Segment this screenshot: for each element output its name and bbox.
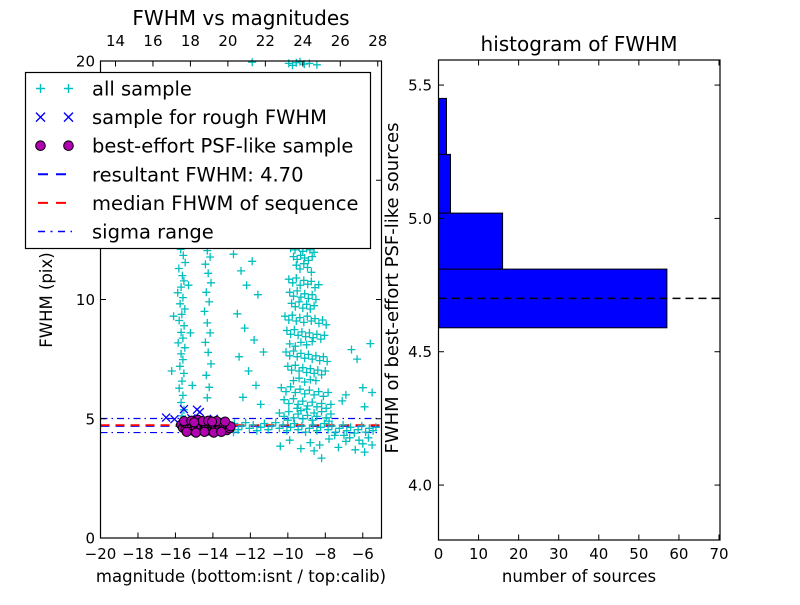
left-axes-frame [99, 60, 383, 539]
left-top-tick-label: 16 [143, 32, 162, 50]
right-y-tick-label: 4.5 [408, 343, 432, 361]
series-circle-marker [190, 427, 202, 438]
right-y-tick-label: 5.5 [408, 77, 432, 95]
right-x-tick-label: 30 [549, 545, 568, 563]
histogram-bar [438, 153, 451, 214]
right-y-tick-label: 5.0 [408, 210, 432, 228]
left-x-tick-label: −12 [235, 545, 267, 563]
legend-plus-marker-icon [64, 84, 73, 93]
left-top-tick-label: 18 [181, 32, 200, 50]
left-x-tick-label: −20 [85, 545, 117, 563]
legend-circle-marker-icon [35, 140, 46, 151]
left-top-tick-label: 26 [331, 32, 350, 50]
series-circle-marker [220, 416, 231, 427]
left-x-tick-label: −18 [122, 545, 154, 563]
legend-label: resultant FWHM: 4.70 [92, 163, 304, 186]
right-x-tick-label: 70 [709, 545, 728, 563]
right-axes-frame [437, 59, 721, 541]
left-top-tick-label: 24 [293, 32, 312, 50]
legend-label: sigma range [92, 221, 214, 244]
left-top-tick-label: 28 [368, 32, 387, 50]
right-x-tick-label: 50 [629, 545, 648, 563]
series-circle-marker [181, 426, 192, 437]
right-y-tick-label: 4.0 [408, 477, 432, 495]
legend-box [24, 71, 372, 250]
histogram-bar [438, 97, 447, 155]
left-plot-xlabel: magnitude (bottom:isnt / top:calib) [96, 567, 386, 586]
right-x-tick-label: 10 [469, 545, 488, 563]
left-plot-title: FWHM vs magnitudes [132, 6, 349, 30]
legend-x-marker-icon [63, 112, 74, 123]
left-x-tick-label: −14 [197, 545, 229, 563]
legend-label: best-effort PSF-like sample [92, 135, 353, 158]
legend: all sample sample for rough FWHM best-effo… [24, 71, 372, 250]
series-circle-marker [206, 416, 218, 427]
right-x-tick-label: 20 [509, 545, 528, 563]
series-circle-marker [189, 417, 200, 428]
right-plot-ylabel: FWHM of best-effort PSF-like sources [382, 123, 403, 454]
series-plus-markers [167, 57, 380, 463]
legend-circle-marker-icon [63, 140, 74, 151]
right-x-tick-label: 0 [434, 545, 444, 563]
right-x-tick-label: 60 [669, 545, 688, 563]
legend-label: sample for rough FWHM [92, 106, 327, 129]
right-plot-title: histogram of FWHM [481, 32, 678, 56]
legend-plus-marker-icon [36, 84, 45, 93]
left-x-tick-label: −8 [314, 545, 336, 563]
left-top-tick-label: 14 [106, 32, 125, 50]
legend-x-marker-icon [35, 112, 46, 123]
left-y-tick-label: 20 [76, 53, 95, 71]
left-y-tick-label: 10 [76, 291, 95, 309]
left-top-tick-label: 22 [256, 32, 275, 50]
right-x-tick-label: 40 [589, 545, 608, 563]
series-circle-marker [216, 426, 227, 437]
legend-label: all sample [92, 78, 192, 101]
histogram-bar [438, 268, 668, 329]
left-y-tick-label: 5 [85, 410, 95, 428]
left-x-tick-label: −10 [272, 545, 304, 563]
left-x-tick-label: −6 [352, 545, 374, 563]
left-y-tick-label: 0 [85, 530, 95, 548]
legend-label: median FHWM of sequence [92, 192, 358, 215]
histogram-plot: 0 10 20 30 40 50 60 70 4.0 4.5 5.0 5.5 [408, 59, 729, 563]
left-x-tick-label: −16 [160, 545, 192, 563]
left-top-tick-label: 20 [218, 32, 237, 50]
right-plot-xlabel: number of sources [502, 567, 656, 586]
series-circle-marker [199, 426, 210, 437]
scatter-plot: −20 −18 −16 −14 −12 −10 −8 −6 14 16 18 20 22 24 26 28 0 5… [76, 32, 387, 563]
left-plot-ylabel: FWHM (pix) [37, 252, 56, 347]
histogram-bar [438, 212, 504, 270]
